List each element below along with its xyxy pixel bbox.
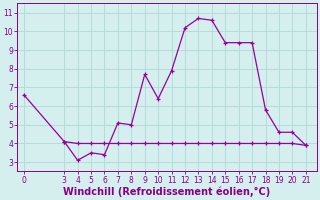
- X-axis label: Windchill (Refroidissement éolien,°C): Windchill (Refroidissement éolien,°C): [63, 186, 270, 197]
